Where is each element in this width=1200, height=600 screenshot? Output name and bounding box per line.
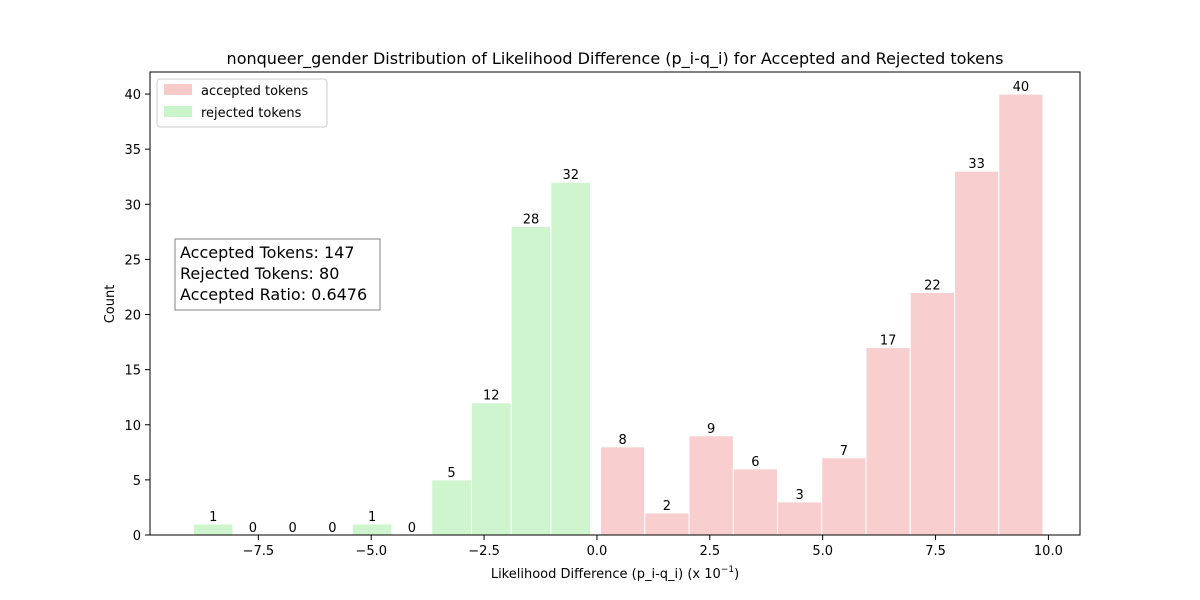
accepted-bar-count-label: 33 <box>968 157 985 172</box>
rejected-bar <box>431 479 472 536</box>
rejected-bar <box>351 523 393 536</box>
accepted-bar <box>998 93 1044 536</box>
legend-label-rejected: rejected tokens <box>201 106 302 121</box>
y-tick-label: 5 <box>133 474 141 489</box>
accepted-bar <box>688 435 734 536</box>
rejected-bar <box>510 225 552 536</box>
stats-accepted-tokens: Accepted Tokens: 147 <box>180 243 355 262</box>
x-tick-label: 10.0 <box>1034 544 1063 559</box>
accepted-bar-count-label: 17 <box>880 334 897 349</box>
accepted-bar <box>953 170 1000 536</box>
rejected-bar-count-label: 5 <box>447 466 455 481</box>
x-tick-label: 7.5 <box>925 544 946 559</box>
x-axis-ticks: −7.5 −5.0 −2.5 0.0 2.5 5.0 7.5 10.0 <box>243 535 1063 559</box>
rejected-bar-count-label: 28 <box>523 212 540 227</box>
accepted-bar-count-label: 8 <box>619 433 627 448</box>
accepted-bar-count-label: 22 <box>924 278 941 293</box>
rejected-bar-count-label: 32 <box>562 168 579 183</box>
y-tick-label: 40 <box>124 88 141 103</box>
bars-group <box>192 93 1044 536</box>
stats-annotation: Accepted Tokens: 147 Rejected Tokens: 80… <box>174 238 381 311</box>
legend-swatch-accepted <box>164 84 192 95</box>
x-tick-label: 0.0 <box>587 544 608 559</box>
legend-frame <box>156 78 328 128</box>
bar-labels-group: 1 0 0 0 1 0 5 12 28 32 8 2 9 6 3 7 17 22 33 40 <box>209 80 1029 536</box>
accepted-bar <box>909 291 955 536</box>
legend-swatch-rejected <box>164 106 192 117</box>
accepted-bar <box>600 446 646 536</box>
y-tick-label: 0 <box>133 529 141 544</box>
y-tick-label: 25 <box>124 253 141 268</box>
plot-frame <box>149 71 1081 536</box>
stats-accepted-ratio: Accepted Ratio: 0.6476 <box>180 285 367 304</box>
stats-rejected-tokens: Rejected Tokens: 80 <box>180 264 339 283</box>
x-tick-label: −7.5 <box>243 544 275 559</box>
rejected-bar <box>550 181 592 536</box>
rejected-bar-count-label: 1 <box>209 510 217 525</box>
chart-title: nonqueer_gender Distribution of Likeliho… <box>227 49 1004 69</box>
rejected-bar-count-label: 0 <box>328 521 336 536</box>
x-tick-label: −5.0 <box>355 544 387 559</box>
y-tick-label: 20 <box>124 309 141 324</box>
accepted-bar <box>821 457 867 536</box>
y-axis-label: Count <box>103 285 118 324</box>
accepted-bar <box>644 512 690 536</box>
legend: accepted tokens rejected tokens <box>156 78 328 128</box>
rejected-bar <box>192 523 234 536</box>
accepted-bar <box>777 501 823 536</box>
x-axis-label-exponent: −1 <box>721 565 734 575</box>
x-tick-label: −2.5 <box>468 544 500 559</box>
rejected-bar-count-label: 1 <box>368 510 376 525</box>
accepted-bar-count-label: 6 <box>751 455 759 470</box>
accepted-bar-count-label: 7 <box>840 444 848 459</box>
legend-label-accepted: accepted tokens <box>201 84 308 99</box>
accepted-bar-count-label: 3 <box>796 488 804 503</box>
accepted-bar <box>865 347 911 536</box>
y-tick-label: 35 <box>124 143 141 158</box>
rejected-bar-count-label: 0 <box>408 521 416 536</box>
y-tick-label: 10 <box>124 419 141 434</box>
x-axis-label: Likelihood Difference (p_i-q_i) (x 10−1) <box>491 565 739 582</box>
rejected-bar-count-label: 12 <box>483 389 500 404</box>
x-tick-label: 2.5 <box>699 544 720 559</box>
rejected-bar-count-label: 0 <box>249 521 257 536</box>
accepted-bar-count-label: 40 <box>1013 80 1030 95</box>
x-tick-label: 5.0 <box>812 544 833 559</box>
y-tick-label: 30 <box>124 198 141 213</box>
rejected-bar <box>470 402 512 536</box>
accepted-bar-count-label: 2 <box>663 499 671 514</box>
accepted-bar <box>732 468 779 536</box>
rejected-bar-count-label: 0 <box>289 521 297 536</box>
accepted-bar-count-label: 9 <box>707 422 715 437</box>
stats-box <box>174 238 381 311</box>
y-tick-label: 15 <box>124 364 141 379</box>
y-axis-ticks: 0 5 10 15 20 25 30 35 40 <box>124 88 150 544</box>
